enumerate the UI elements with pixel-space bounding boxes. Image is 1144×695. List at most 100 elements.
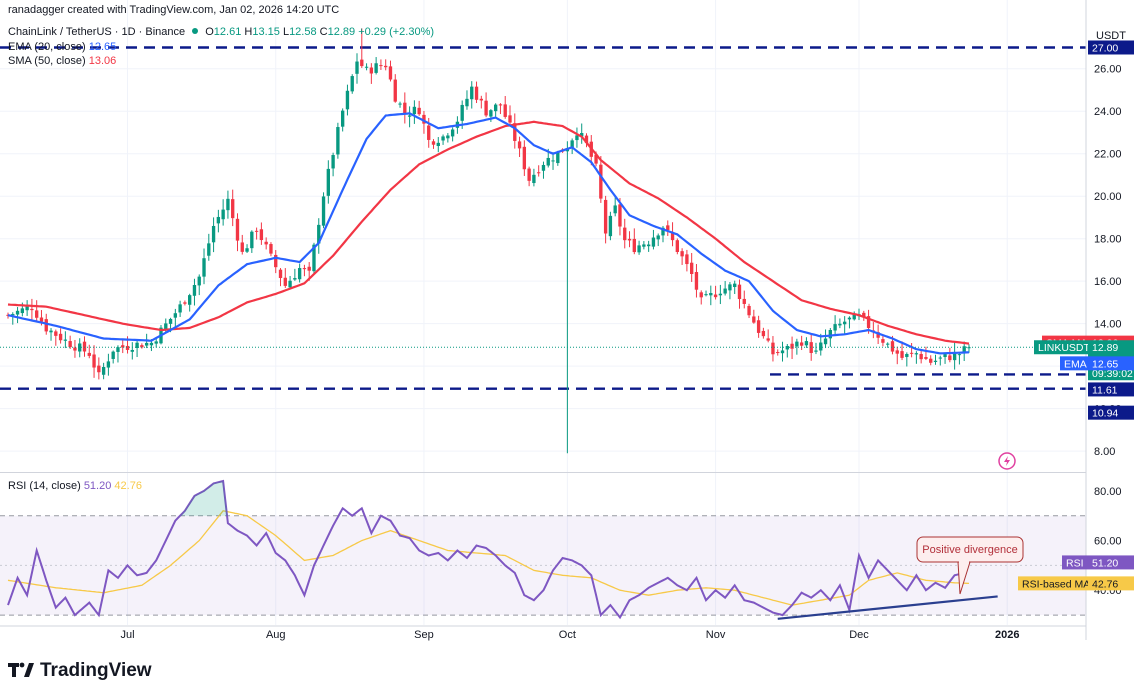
candle-body bbox=[876, 332, 880, 338]
rsi-ma-legend-value: 42.76 bbox=[114, 480, 142, 492]
candle-body bbox=[355, 61, 359, 74]
candle-body bbox=[489, 110, 493, 117]
price-tick-label: 8.00 bbox=[1094, 446, 1115, 458]
candle-body bbox=[20, 308, 25, 314]
price-tick-label: 20.00 bbox=[1094, 191, 1122, 203]
candle-body bbox=[556, 152, 560, 164]
price-tick-label: 18.00 bbox=[1094, 234, 1122, 246]
badge-price: 12.89 bbox=[1092, 342, 1118, 354]
candle-body bbox=[479, 98, 483, 101]
candle-body bbox=[302, 268, 307, 270]
candle-body bbox=[106, 361, 111, 368]
badge-27-bg bbox=[1088, 40, 1134, 55]
candle-body bbox=[852, 313, 856, 320]
candle-body bbox=[321, 196, 326, 226]
candle-body bbox=[527, 168, 531, 181]
sma-50-line bbox=[7, 120, 970, 345]
candle-body bbox=[943, 354, 947, 358]
candle-body bbox=[608, 215, 613, 237]
candle-body bbox=[436, 142, 440, 147]
candle-body bbox=[374, 63, 378, 73]
candle-body bbox=[819, 342, 823, 351]
candle-body bbox=[259, 229, 264, 241]
candle-body bbox=[737, 284, 742, 300]
candle-body bbox=[235, 218, 240, 241]
candle-body bbox=[914, 353, 919, 355]
candle-body bbox=[651, 237, 656, 247]
candle-body bbox=[613, 205, 617, 214]
candle-body bbox=[49, 330, 53, 333]
price-tick-label: 14.00 bbox=[1094, 319, 1122, 331]
candle-body bbox=[87, 352, 91, 356]
sma-legend[interactable]: SMA (50, close) 13.06 bbox=[8, 55, 116, 67]
candle-body bbox=[957, 354, 962, 356]
candle-body bbox=[484, 100, 488, 116]
symbol-title[interactable]: ChainLink / TetherUS · 1D · Binance bbox=[8, 26, 186, 38]
candle-body bbox=[666, 225, 670, 231]
time-tick-label: Aug bbox=[266, 629, 286, 641]
candle-body bbox=[116, 347, 120, 352]
currency-label[interactable]: USDT bbox=[1096, 30, 1126, 42]
candle-body bbox=[948, 355, 952, 361]
symbol-line: ChainLink / TetherUS · 1D · Binance O12.… bbox=[8, 26, 434, 38]
candle-body bbox=[460, 104, 464, 121]
ema-legend[interactable]: EMA (20, close) 12.65 bbox=[8, 41, 116, 53]
candle-body bbox=[207, 243, 211, 256]
candle-body bbox=[340, 110, 345, 127]
candle-body bbox=[828, 329, 832, 339]
candle-body bbox=[130, 349, 134, 352]
candle-body bbox=[761, 330, 766, 337]
candle-body bbox=[842, 321, 847, 325]
candle-body bbox=[756, 320, 761, 333]
time-tick-label: Oct bbox=[559, 629, 576, 641]
tradingview-logo[interactable]: TradingView bbox=[8, 660, 152, 684]
candle-body bbox=[924, 357, 928, 359]
high-value: 13.15 bbox=[252, 26, 280, 38]
badge-rsi-tag: RSI bbox=[1066, 557, 1084, 569]
rsi-legend-label: RSI (14, close) bbox=[8, 480, 81, 492]
market-status-dot bbox=[192, 28, 199, 34]
badge-rsima-tag: RSI-based MA bbox=[1022, 578, 1090, 590]
candle-body bbox=[240, 242, 244, 252]
sma-legend-value: 13.06 bbox=[88, 55, 117, 67]
candle-body bbox=[149, 342, 154, 346]
candle-body bbox=[431, 141, 436, 145]
candle-body bbox=[317, 224, 321, 244]
badge-ema-val-bg bbox=[1088, 356, 1134, 371]
candle-body bbox=[933, 360, 938, 362]
candle-body bbox=[690, 262, 694, 275]
candle-body bbox=[111, 351, 115, 359]
rsi-tick-label: 60.00 bbox=[1094, 536, 1122, 548]
candle-body bbox=[250, 231, 254, 249]
positive-divergence-callout: Positive divergence bbox=[916, 536, 1024, 595]
candle-body bbox=[728, 284, 732, 291]
candle-body bbox=[288, 280, 292, 288]
candle-body bbox=[140, 345, 144, 348]
candle-body bbox=[58, 333, 63, 341]
candle-body bbox=[427, 125, 431, 140]
candle-body bbox=[618, 204, 622, 227]
lightning-icon[interactable] bbox=[998, 452, 1016, 470]
candle-body bbox=[345, 90, 350, 110]
candle-body bbox=[178, 304, 182, 313]
candle-body bbox=[197, 276, 201, 286]
candle-body bbox=[508, 115, 512, 123]
candle-body bbox=[532, 174, 536, 184]
price-tick-label: 26.00 bbox=[1094, 64, 1122, 76]
badge-rsima-val-bg bbox=[1088, 576, 1134, 591]
rsi-legend[interactable]: RSI (14, close) 51.20 42.76 bbox=[8, 480, 142, 492]
candle-body bbox=[231, 199, 235, 219]
candle-body bbox=[312, 244, 316, 272]
candle-body bbox=[11, 314, 15, 316]
badge-ema-val: 12.65 bbox=[1092, 358, 1118, 370]
candle-body bbox=[742, 298, 746, 304]
candle-body bbox=[790, 343, 794, 349]
candle-body bbox=[173, 313, 178, 318]
candle-body bbox=[570, 140, 574, 149]
badge-ema-tag: EMA bbox=[1064, 358, 1087, 370]
rsi-band bbox=[0, 515, 1086, 616]
candle-body bbox=[92, 354, 96, 368]
candle-body bbox=[39, 317, 44, 322]
candle-body bbox=[417, 107, 421, 115]
